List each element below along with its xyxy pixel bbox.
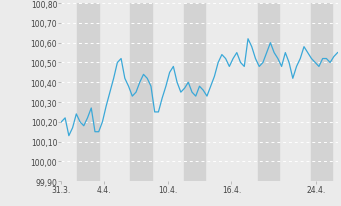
Bar	[258, 4, 279, 181]
Bar	[77, 4, 99, 181]
Bar	[183, 4, 205, 181]
Bar	[130, 4, 152, 181]
Bar	[311, 4, 332, 181]
